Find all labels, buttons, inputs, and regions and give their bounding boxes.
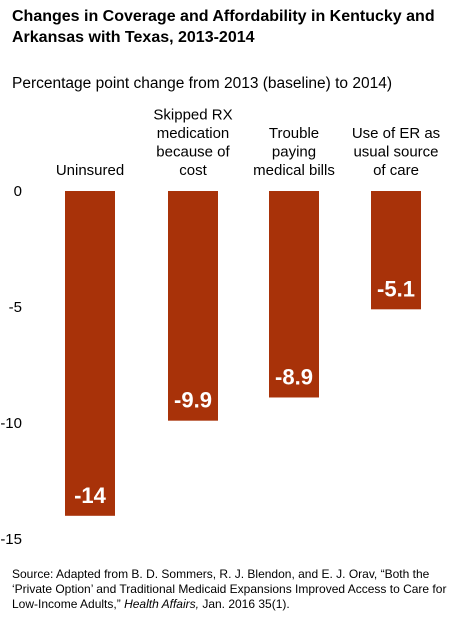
y-tick-label: -15	[0, 531, 22, 548]
data-label: -14	[74, 483, 107, 508]
source-prefix: Source: Adapted from B. D. Sommers, R. J…	[12, 567, 447, 611]
data-label: -9.9	[174, 388, 212, 413]
bar-chart: 0 -5 -10 -15 Uninsured Skipped RX medication be…	[0, 107, 440, 549]
chart-subtitle: Percentage point change from 2013 (basel…	[12, 75, 392, 92]
bar	[65, 191, 115, 516]
category-label: Use of ER as usual source of care	[352, 125, 440, 179]
source-journal: Health Affairs,	[124, 597, 199, 611]
bar	[371, 191, 421, 310]
data-label: -8.9	[275, 364, 313, 389]
category-label: Trouble paying medical bills	[253, 125, 335, 179]
bar	[168, 191, 218, 421]
category-label: Uninsured	[56, 162, 124, 179]
category-label: Skipped RX medication because of cost	[153, 107, 232, 180]
source-note: Source: Adapted from B. D. Sommers, R. J…	[12, 567, 452, 612]
bar	[269, 191, 319, 398]
y-tick-label: -5	[9, 299, 22, 316]
y-tick-label: -10	[0, 415, 22, 432]
data-label: -5.1	[377, 276, 415, 301]
source-suffix: Jan. 2016 35(1).	[198, 597, 290, 611]
y-tick-label: 0	[14, 183, 22, 200]
chart-title: Changes in Coverage and Affordability in…	[12, 8, 435, 46]
